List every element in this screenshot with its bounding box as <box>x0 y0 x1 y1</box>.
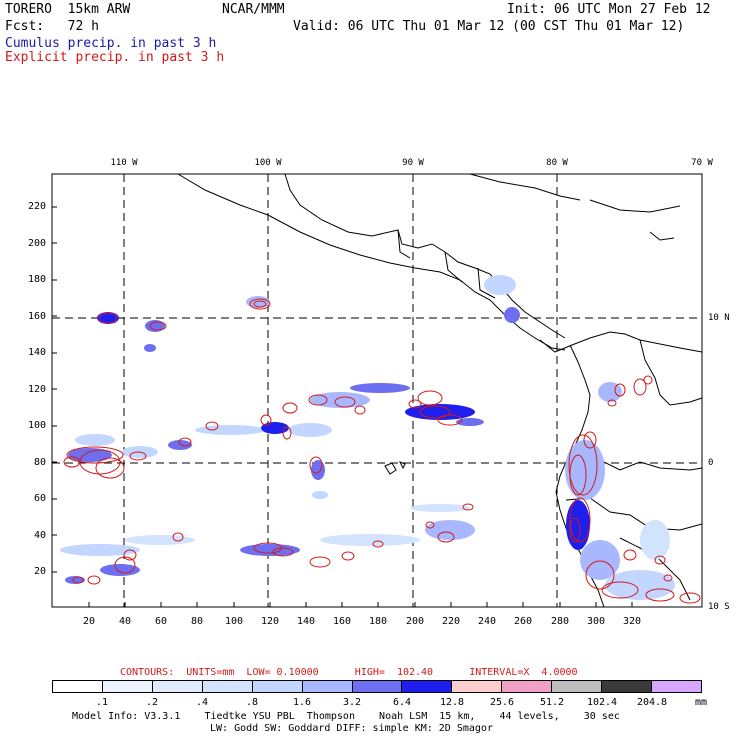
x-tick-label: 120 <box>260 616 280 627</box>
x-tick-label: 60 <box>154 616 168 627</box>
x-tick-label: 260 <box>513 616 533 627</box>
y-tick-label: 60 <box>33 493 46 504</box>
x-tick-label: 140 <box>296 616 316 627</box>
lon-label: 100 W <box>254 158 282 168</box>
model-info-line-2: LW: Godd SW: Goddard DIFF: simple KM: 2D… <box>210 723 493 734</box>
lon-label: 70 W <box>691 158 713 168</box>
x-tick-label: 20 <box>82 616 96 627</box>
y-tick-marks <box>52 206 57 573</box>
lat-lon-grid <box>52 174 702 607</box>
contour-info: CONTOURS: UNITS=mm LOW= 0.10000 HIGH= 10… <box>120 667 578 678</box>
cumulus-legend: Cumulus precip. in past 3 h <box>5 36 217 51</box>
colorbar-label: 3.2 <box>342 697 362 708</box>
map-frame <box>51 173 703 608</box>
colorbar-swatch <box>402 681 453 692</box>
x-tick-label: 180 <box>368 616 388 627</box>
x-tick-label: 100 <box>224 616 244 627</box>
forecast-hour: Fcst: 72 h <box>5 19 99 34</box>
model-title: TORERO 15km ARW <box>5 2 131 17</box>
x-tick-label: 80 <box>190 616 204 627</box>
lat-label: 10 N <box>708 313 730 323</box>
colorbar-label: 25.6 <box>489 697 515 708</box>
x-tick-label: 220 <box>441 616 461 627</box>
colorbar-label: .8 <box>245 697 259 708</box>
lat-label: 10 S <box>708 602 730 612</box>
colorbar-swatch <box>302 681 353 692</box>
y-tick-label: 120 <box>27 384 46 395</box>
colorbar-swatch <box>452 681 503 692</box>
colorbar-label: 204.8 <box>636 697 668 708</box>
x-tick-label: 300 <box>586 616 606 627</box>
cumulus-precip-areas <box>60 275 675 600</box>
colorbar-swatch <box>502 681 553 692</box>
colorbar-swatch <box>252 681 303 692</box>
x-tick-label: 280 <box>550 616 570 627</box>
colorbar-swatch <box>652 681 701 692</box>
y-tick-label: 20 <box>33 566 46 577</box>
colorbar-label: 51.2 <box>539 697 565 708</box>
colorbar-swatch <box>202 681 253 692</box>
lat-label: 0 <box>708 458 714 468</box>
colorbar-unit: mm <box>695 697 708 708</box>
y-tick-label: 220 <box>27 201 46 212</box>
x-tick-label: 240 <box>477 616 497 627</box>
model-info-line-1: Model Info: V3.3.1 Tiedtke YSU PBL Thomp… <box>72 711 620 722</box>
x-tick-marks <box>88 602 633 607</box>
y-tick-label: 200 <box>27 238 46 249</box>
colorbar-label: 6.4 <box>392 697 412 708</box>
x-tick-label: 200 <box>405 616 425 627</box>
y-tick-label: 80 <box>33 457 46 468</box>
colorbar-label: 102.4 <box>586 697 618 708</box>
lon-label: 80 W <box>546 158 568 168</box>
colorbar-label: .4 <box>195 697 209 708</box>
x-tick-label: 160 <box>332 616 352 627</box>
colorbar-swatch <box>102 681 153 692</box>
colorbar <box>52 680 702 693</box>
x-tick-label: 40 <box>118 616 132 627</box>
lon-label: 110 W <box>110 158 138 168</box>
colorbar-label: 1.6 <box>292 697 312 708</box>
organization-label: NCAR/MMM <box>222 2 285 17</box>
explicit-legend: Explicit precip. in past 3 h <box>5 50 225 65</box>
y-tick-label: 160 <box>27 311 46 322</box>
lon-label: 90 W <box>402 158 424 168</box>
colorbar-label: .1 <box>95 697 109 708</box>
y-tick-label: 140 <box>27 347 46 358</box>
colorbar-label: 12.8 <box>439 697 465 708</box>
colorbar-label: .2 <box>145 697 159 708</box>
init-time: Init: 06 UTC Mon 27 Feb 12 <box>507 2 711 17</box>
explicit-precip-contours <box>63 298 701 604</box>
colorbar-swatch <box>602 681 653 692</box>
y-tick-label: 100 <box>27 420 46 431</box>
colorbar-swatch <box>53 681 103 692</box>
colorbar-swatch <box>552 681 603 692</box>
y-tick-label: 40 <box>33 530 46 541</box>
x-tick-label: 320 <box>622 616 642 627</box>
colorbar-swatch <box>152 681 203 692</box>
colorbar-swatch <box>352 681 403 692</box>
coastlines <box>177 173 703 608</box>
y-tick-label: 180 <box>27 274 46 285</box>
valid-time: Valid: 06 UTC Thu 01 Mar 12 (00 CST Thu … <box>293 19 685 34</box>
